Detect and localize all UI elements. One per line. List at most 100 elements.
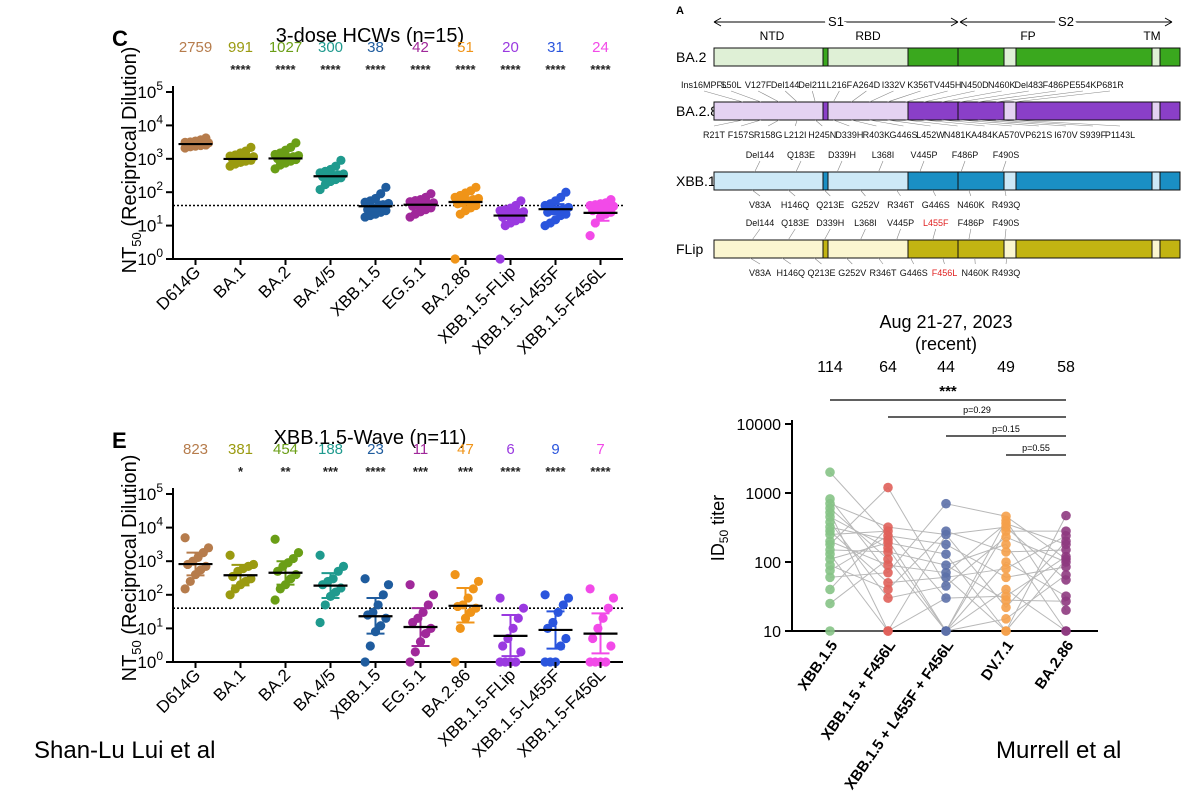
m-data-point: [883, 626, 893, 636]
mutation-label: P621S: [1025, 130, 1052, 140]
paired-line: [945, 503, 1007, 517]
y-tick-label: 103: [137, 146, 163, 169]
mutation-label: N450D: [961, 80, 990, 90]
m-data-point: [1001, 614, 1011, 624]
paired-line: [887, 534, 947, 632]
bar-segment: [1015, 47, 1153, 67]
mutation-leader: [781, 257, 791, 265]
panel-e: E XBB.1.5-Wave (n=11) NT50 (Reciprocal D…: [112, 427, 623, 761]
mutation-label: K356T: [907, 80, 934, 90]
bar-segment: [713, 171, 824, 191]
mutation-label: V445H: [934, 80, 962, 90]
mutation-leader: [919, 160, 925, 173]
geomean-label: 42: [412, 39, 429, 56]
mutation-label: D339H: [816, 218, 844, 228]
data-point: [338, 561, 349, 572]
comparison-label: ***: [939, 383, 957, 400]
paired-line: [1005, 515, 1067, 632]
s1-label: S1: [828, 14, 844, 29]
y-tick-exp: 1: [156, 213, 163, 227]
y-tick-exp: 1: [156, 615, 163, 629]
geomean-label: 31: [547, 39, 564, 56]
mutation-leader: [824, 189, 831, 197]
data-point: [315, 617, 325, 628]
x-tick-label: XBB.1.5: [327, 262, 385, 320]
paired-line: [829, 549, 889, 553]
m-data-point: [941, 581, 951, 591]
mutation-label: N481K: [944, 130, 972, 140]
m-data-point: [1061, 591, 1071, 601]
mutation-label: F490S: [993, 150, 1020, 160]
paired-line: [887, 547, 947, 632]
bar-segment: [1003, 239, 1017, 259]
mutation-label: Q183E: [781, 218, 809, 228]
paired-line: [945, 618, 1007, 632]
bar-segment: [1015, 239, 1153, 259]
m-data-point: [941, 539, 951, 550]
mutation-label: H146Q: [776, 268, 805, 278]
data-point: [291, 569, 301, 580]
y-tick-exp: 5: [156, 79, 163, 93]
data-point: [518, 207, 529, 217]
bar-segment: [957, 101, 1005, 121]
mutation-label: F486P: [958, 218, 985, 228]
y-tick-exp: 4: [156, 112, 163, 126]
data-point: [426, 189, 436, 199]
mutation-leader: [811, 90, 816, 103]
y-tick-base: 10: [137, 552, 156, 571]
data-point: [511, 657, 521, 667]
paired-line: [1005, 561, 1067, 597]
y-tick-label: 101: [137, 615, 163, 638]
bar-segment: [822, 101, 829, 121]
paired-line: [829, 498, 889, 573]
svg-text:NT50 (Reciprocal Dilution): NT50 (Reciprocal Dilution): [119, 47, 144, 274]
y-tick-exp: 5: [156, 481, 163, 495]
bar-segment: [1151, 239, 1161, 259]
data-point: [498, 641, 508, 651]
bar-segment: [1159, 171, 1181, 191]
mutation-leader: [740, 119, 762, 127]
data-point: [360, 574, 370, 584]
mutation-leader: [869, 90, 894, 103]
m-data-point: [883, 567, 893, 578]
paired-line: [887, 526, 947, 536]
data-point: [606, 641, 616, 651]
m-data-point: [1061, 510, 1071, 521]
mutation-label: F456L: [932, 268, 958, 278]
paired-line: [945, 526, 1007, 536]
m-y-tick-label: 10: [763, 624, 781, 641]
paired-line: [1005, 599, 1067, 602]
mutation-leader: [851, 119, 877, 127]
x-tick-label: XBB.1.5: [327, 665, 385, 723]
bar-segment: [1151, 47, 1161, 67]
y-tick-base: 10: [137, 653, 156, 672]
paired-line: [829, 516, 889, 549]
variant-name: FLip: [676, 241, 703, 257]
data-point: [561, 633, 571, 644]
right-credit: Murrell et al: [996, 737, 1121, 764]
tm-label: TM: [1143, 29, 1160, 43]
mutation-leader: [851, 90, 867, 103]
bar-segment: [827, 101, 909, 121]
s2-label: S2: [1058, 14, 1074, 29]
m-data-point: [825, 572, 835, 583]
mutation-leader: [824, 228, 831, 241]
mutation-leader: [959, 90, 1029, 103]
y-tick-label: 102: [137, 179, 163, 202]
mutation-label: N460K: [988, 80, 1016, 90]
mutation-label: E554K: [1069, 80, 1096, 90]
mutation-leader: [846, 257, 853, 265]
data-point: [203, 543, 214, 553]
y-tick-base: 10: [137, 217, 156, 236]
data-point: [585, 231, 595, 241]
mutation-label: H245N: [808, 130, 836, 140]
mutation-label: V127F: [745, 80, 772, 90]
paired-line: [1005, 523, 1067, 545]
data-point: [473, 193, 484, 204]
significance-label: ****: [230, 62, 251, 77]
m-data-point: [1001, 626, 1011, 636]
data-point: [455, 623, 465, 634]
mutation-leader: [995, 119, 1093, 127]
paired-line: [1005, 574, 1067, 620]
paired-line: [945, 523, 1007, 574]
